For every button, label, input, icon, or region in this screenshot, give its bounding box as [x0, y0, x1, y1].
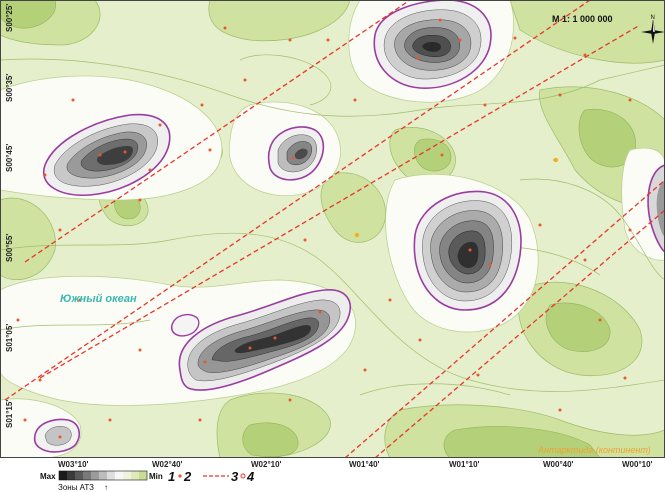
ocean-label: Южный океан: [60, 293, 137, 305]
lon-label: W00°10': [622, 460, 653, 469]
lon-label: W02°40': [152, 460, 183, 469]
anomaly-right-center: [413, 190, 522, 311]
anomaly-zones: [33, 0, 665, 453]
anomaly-left-upper: [42, 113, 171, 196]
lon-label: W02°10': [251, 460, 282, 469]
legend-max: Max: [40, 472, 56, 481]
fault-lines: [4, 0, 665, 458]
legend-marker-icon: [240, 473, 246, 479]
north-letter: N: [651, 15, 655, 21]
anomaly-top-center: [373, 0, 492, 89]
legend-min: Min: [149, 472, 163, 481]
lat-label: S01°05': [5, 324, 14, 352]
scale-label: M 1: 1 000 000: [552, 14, 613, 24]
north-arrow-icon: N: [641, 15, 665, 44]
lat-label: S00°55': [5, 234, 14, 262]
legend-3: 3: [231, 469, 239, 484]
anomaly-right-edge: [647, 164, 665, 253]
lat-label: S01°15': [5, 400, 14, 428]
legend: Max Min Зоны АТЗ ↑ 1 2 3 4: [40, 469, 255, 492]
legend-zones: Зоны АТЗ: [58, 483, 94, 492]
legend-1: 1: [168, 469, 175, 484]
continent-label: Антарктида (континент): [537, 445, 651, 455]
legend-2: 2: [183, 469, 192, 484]
lat-label: S00°25': [5, 4, 14, 32]
legend-4: 4: [246, 469, 255, 484]
lon-label: W00°40': [543, 460, 574, 469]
dark-green-zones: [0, 0, 636, 458]
lon-label: W03°10': [58, 460, 89, 469]
anomaly-lower: [178, 289, 351, 391]
lon-label: W01°40': [349, 460, 380, 469]
markers: [354, 157, 559, 238]
legend-gradient: [58, 470, 148, 481]
arrow-up-icon: ↑: [104, 483, 108, 492]
latitude-labels: S00°25' S00°35' S00°45' S00°55' S01°05' …: [5, 4, 14, 428]
lat-label: S00°45': [5, 144, 14, 172]
lon-label: W01°10': [449, 460, 480, 469]
legend-point-icon: [178, 474, 182, 478]
lat-label: S00°35': [5, 74, 14, 102]
longitude-labels: W03°10' W02°40' W02°10' W01°40' W01°10' …: [58, 460, 653, 469]
anomaly-bottom-left: [33, 418, 81, 453]
